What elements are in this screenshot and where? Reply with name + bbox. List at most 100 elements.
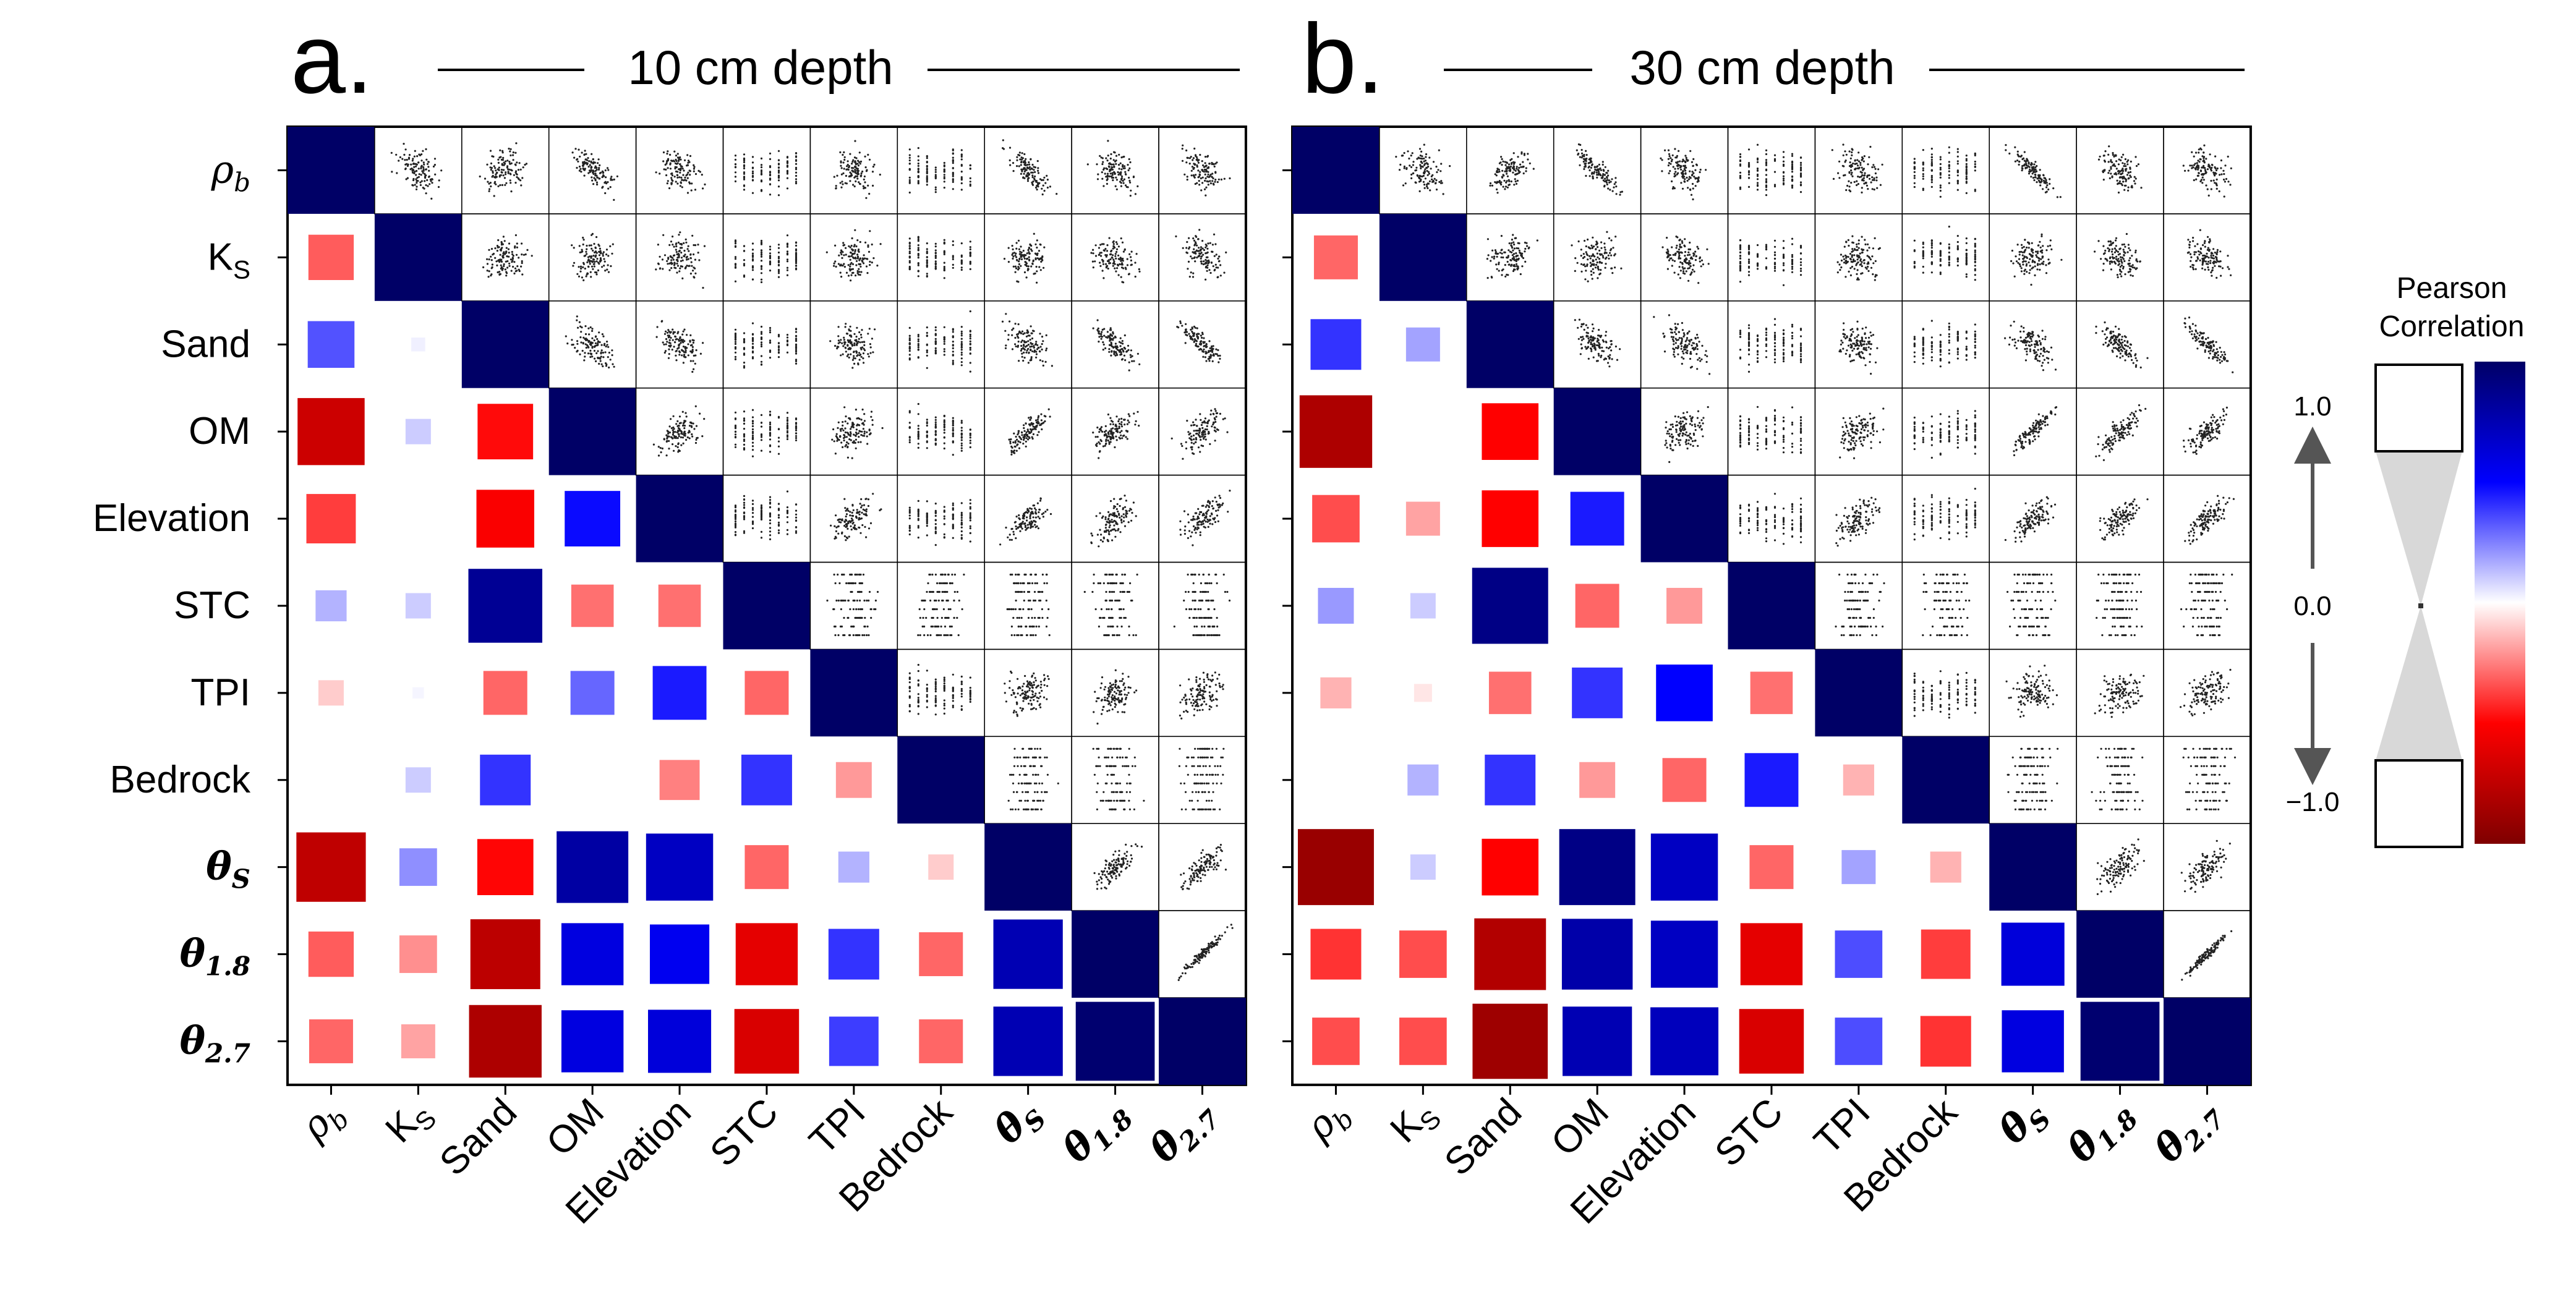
scatter-points [1661, 236, 1710, 284]
x-tick-label: Sand [432, 1090, 525, 1184]
scatter-points [908, 310, 971, 373]
scatter-points [2004, 320, 2057, 372]
scatter-points [734, 322, 798, 369]
diagonal-cell [374, 213, 462, 301]
x-tick-label: Sand [1436, 1090, 1530, 1184]
scatter-points [734, 234, 798, 284]
scatter-points [833, 140, 881, 199]
scatter-points [1092, 319, 1141, 372]
x-tick-label: STC [702, 1090, 786, 1175]
correlation-square [1318, 587, 1354, 624]
correlation-square [829, 1016, 879, 1066]
scatter-points [1838, 320, 1879, 375]
x-tick-label: θ2.7 [2146, 1089, 2232, 1175]
correlation-square [1474, 918, 1546, 990]
x-tick-label: TPI [801, 1090, 874, 1163]
scatter-points [1007, 747, 1059, 810]
correlation-square [993, 1006, 1063, 1076]
correlation-square [1414, 684, 1432, 702]
diagonal-cell [461, 300, 549, 388]
scatter-points [2096, 573, 2143, 637]
scatter-points [829, 323, 876, 369]
correlation-square [735, 923, 798, 985]
diagonal-cell [1640, 475, 1728, 563]
correlation-square [476, 490, 534, 548]
scatter-points [2091, 747, 2144, 810]
scatter-points [2095, 404, 2147, 461]
correlation-square [1739, 1009, 1804, 1074]
correlation-square [1320, 677, 1352, 708]
x-tick-label: θ2.7 [1141, 1089, 1227, 1175]
panel-a-letter: a. [291, 3, 373, 114]
scatter-points [1660, 148, 1707, 201]
scatter-points [1179, 490, 1231, 546]
scatter-points [2013, 406, 2058, 457]
y-tick-label: θ1.8 [180, 931, 250, 982]
scatter-points [571, 148, 619, 201]
panel-a-title: 10 cm depth [628, 40, 893, 95]
legend: Pearson Correlation 1.0 0.0 −1.0 [2286, 272, 2525, 848]
y-tick-label: ρb [211, 147, 250, 197]
diagonal-cell [1292, 127, 1380, 214]
legend-tick-mid: 0.0 [2293, 591, 2331, 621]
x-tick-label: θ1.8 [2058, 1089, 2144, 1175]
diagonal-cell [723, 562, 811, 650]
scatter-points [830, 493, 882, 542]
legend-size-wedge-top [2376, 451, 2462, 606]
correlation-square [744, 671, 789, 715]
scatter-points [908, 402, 971, 456]
correlation-square [1488, 671, 1532, 715]
scatter-points [2181, 930, 2233, 981]
scatter-points [1574, 318, 1621, 368]
correlation-square [1313, 235, 1358, 279]
correlation-square [399, 935, 437, 973]
correlation-square [648, 1009, 712, 1073]
correlation-square [734, 1009, 800, 1074]
scatter-points [1913, 320, 1976, 368]
correlation-square [1579, 762, 1616, 798]
diagonal-cell [1466, 300, 1554, 388]
scatter-points [390, 143, 443, 200]
scatter-points [1008, 408, 1051, 456]
correlation-square [928, 854, 954, 880]
scatter-points [2094, 673, 2145, 718]
scatter-points [734, 150, 798, 197]
scatter-points [734, 490, 798, 541]
panel-b-letter: b. [1302, 3, 1384, 114]
correlation-square [1650, 1007, 1719, 1076]
correlation-square [477, 839, 534, 896]
correlation-square [1482, 403, 1539, 460]
scatter-points [1003, 232, 1046, 284]
scatter-points [1178, 747, 1225, 810]
correlation-square [1472, 1003, 1548, 1079]
correlation-square [318, 680, 344, 706]
scatter-points [1181, 144, 1231, 197]
legend-tick-top: 1.0 [2293, 391, 2331, 422]
scatter-points [2004, 496, 2057, 543]
diagonal-cell [810, 649, 898, 737]
correlation-square [1740, 923, 1803, 985]
correlation-square [658, 584, 701, 627]
scatter-points [1836, 235, 1881, 281]
correlation-square [1410, 854, 1436, 880]
correlation-square [405, 593, 431, 619]
correlation-square [1405, 327, 1440, 362]
correlation-square [1312, 495, 1360, 543]
correlation-square [1310, 319, 1362, 370]
correlation-square [659, 760, 700, 801]
correlation-square [1405, 501, 1440, 536]
legend-tick-bottom: −1.0 [2286, 787, 2340, 817]
correlation-square [401, 1024, 435, 1058]
correlation-square [1650, 833, 1718, 901]
panel-a-header: a. 10 cm depth [291, 3, 1240, 114]
scatter-points [1913, 488, 1976, 541]
correlation-square [1650, 920, 1718, 988]
correlation-square [405, 419, 431, 444]
correlation-square [646, 833, 714, 901]
scatter-points [1175, 229, 1227, 281]
correlation-square [1312, 1018, 1360, 1065]
y-tick-label: θS [206, 844, 250, 895]
scatter-points [1092, 747, 1145, 810]
x-tick-label: KS [377, 1090, 441, 1155]
